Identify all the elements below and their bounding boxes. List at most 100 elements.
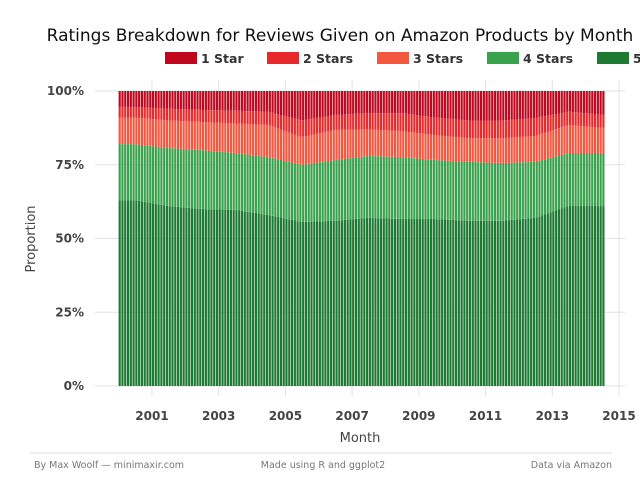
- bar-segment-3-stars: [160, 119, 163, 148]
- bar-segment-4-stars: [446, 160, 449, 220]
- bar-segment-3-stars: [182, 121, 185, 149]
- bar-segment-1-star: [315, 91, 319, 118]
- bar-segment-4-stars: [196, 149, 199, 209]
- bar-segment-5-stars: [421, 219, 424, 386]
- bar-segment-3-stars: [368, 129, 371, 156]
- bar-segment-4-stars: [557, 155, 561, 210]
- bar-segment-2-stars: [332, 115, 335, 131]
- bar-segment-1-star: [293, 91, 296, 119]
- bar-segment-5-stars: [138, 200, 141, 386]
- bar-segment-5-stars: [346, 219, 349, 386]
- bar-segment-1-star: [174, 91, 177, 109]
- legend: 1 Star 2 Stars 3 Stars 4 Stars 5 Stars: [165, 51, 640, 66]
- bar-segment-1-star: [252, 91, 255, 112]
- bar-segment-1-star: [249, 91, 252, 112]
- bar-segment-5-stars: [435, 219, 438, 386]
- bar-segment-4-stars: [507, 162, 510, 221]
- bar-segment-1-star: [454, 91, 458, 120]
- bar-segment-4-stars: [132, 144, 135, 201]
- bar-segment-3-stars: [549, 131, 552, 158]
- bar-segment-3-stars: [232, 123, 235, 153]
- bar-segment-3-stars: [441, 135, 444, 161]
- bar-segment-4-stars: [524, 162, 527, 219]
- bar-segment-4-stars: [585, 152, 588, 207]
- bar-segment-5-stars: [157, 204, 160, 386]
- bar-segment-5-stars: [393, 218, 396, 386]
- bar-segment-5-stars: [557, 209, 561, 386]
- bar-segment-4-stars: [555, 156, 558, 211]
- bar-segment-1-star: [449, 91, 452, 119]
- bar-segment-1-star: [532, 91, 535, 119]
- bar-segment-5-stars: [371, 218, 374, 386]
- bar-segment-3-stars: [202, 122, 205, 151]
- bar-segment-3-stars: [427, 134, 430, 160]
- bar-segment-1-star: [360, 91, 363, 114]
- bar-segment-5-stars: [524, 218, 527, 386]
- bar-segment-5-stars: [474, 220, 477, 386]
- bar-segment-4-stars: [268, 157, 271, 216]
- bar-segment-4-stars: [593, 152, 597, 207]
- bar-segment-2-stars: [546, 115, 549, 132]
- bar-segment-4-stars: [293, 163, 296, 221]
- bar-segment-5-stars: [288, 219, 291, 386]
- bar-segment-4-stars: [146, 145, 149, 203]
- bar-segment-1-star: [549, 91, 552, 116]
- bar-segment-5-stars: [388, 218, 391, 386]
- bar-segment-2-stars: [582, 113, 586, 127]
- bar-segment-5-stars: [538, 216, 541, 387]
- bar-segment-3-stars: [143, 118, 146, 146]
- bar-segment-5-stars: [243, 211, 246, 386]
- bar-segment-5-stars: [493, 220, 497, 386]
- bar-segment-2-stars: [349, 114, 352, 130]
- bar-segment-1-star: [513, 91, 516, 120]
- bar-segment-3-stars: [218, 122, 221, 152]
- bar-segment-3-stars: [474, 138, 477, 163]
- bar-segment-5-stars: [357, 218, 360, 386]
- bar-segment-2-stars: [427, 116, 430, 135]
- bar-segment-3-stars: [254, 124, 257, 156]
- bar-segment-1-star: [151, 91, 155, 108]
- bar-segment-1-star: [165, 91, 169, 109]
- bar-segment-2-stars: [121, 106, 124, 118]
- bar-segment-2-stars: [257, 111, 260, 125]
- bar-segment-2-stars: [263, 111, 266, 125]
- bar-segment-4-stars: [274, 158, 277, 217]
- x-axis-label: Month: [340, 431, 381, 446]
- bar-segment-4-stars: [168, 148, 171, 207]
- bar-segment-4-stars: [154, 146, 157, 204]
- bar-segment-1-star: [132, 91, 135, 107]
- bar-segment-1-star: [516, 91, 519, 120]
- bar-segment-3-stars: [338, 129, 341, 160]
- bar-segment-4-stars: [207, 150, 210, 210]
- bar-segment-1-star: [543, 91, 547, 117]
- bar-segment-1-star: [324, 91, 327, 117]
- bar-segment-1-star: [368, 91, 371, 114]
- bar-segment-5-stars: [552, 211, 555, 386]
- bar-segment-3-stars: [374, 129, 377, 157]
- bar-segment-3-stars: [310, 134, 313, 164]
- bar-segment-1-star: [530, 91, 533, 119]
- bar-segment-2-stars: [541, 116, 544, 134]
- bar-segment-2-stars: [299, 120, 302, 137]
- bar-segment-4-stars: [568, 152, 572, 207]
- bar-segment-4-stars: [391, 156, 394, 219]
- bar-segment-2-stars: [593, 113, 597, 128]
- bar-segment-1-star: [277, 91, 280, 115]
- bar-segment-2-stars: [277, 114, 280, 129]
- bar-segment-2-stars: [421, 115, 424, 134]
- bar-segment-5-stars: [391, 218, 394, 386]
- bar-segment-4-stars: [538, 160, 541, 217]
- bar-segment-3-stars: [446, 136, 449, 161]
- bar-segment-5-stars: [240, 210, 244, 386]
- bar-segment-4-stars: [277, 159, 280, 217]
- x-axis: 2001 2003 2005 2007 2009 2011 2013 2015: [135, 409, 635, 423]
- bar-segment-3-stars: [190, 121, 194, 150]
- bar-segment-5-stars: [599, 206, 602, 386]
- bar-segment-3-stars: [352, 129, 355, 158]
- bar-segment-2-stars: [591, 113, 594, 128]
- bar-segment-2-stars: [302, 120, 305, 137]
- bar-segment-4-stars: [407, 157, 410, 220]
- bar-segment-2-stars: [185, 109, 188, 122]
- bar-segment-2-stars: [527, 118, 530, 137]
- bar-segment-4-stars: [307, 163, 310, 222]
